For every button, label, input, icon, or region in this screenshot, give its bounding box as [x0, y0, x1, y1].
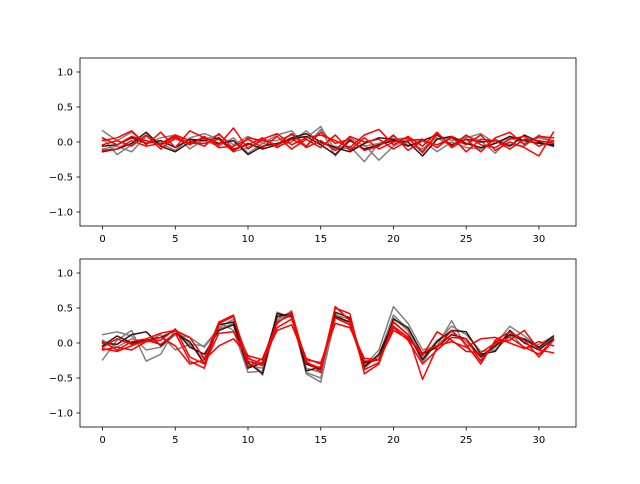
y-tick-label: 0.5 [57, 103, 73, 114]
x-tick-label: 5 [172, 234, 178, 245]
x-tick-label: 0 [99, 234, 105, 245]
x-tick-label: 20 [387, 435, 400, 446]
bottom-subplot: 0 5 10 15 20 25 30 −1.0 −0.5 0.0 0.5 1.0 [49, 258, 577, 446]
x-tick-label: 15 [314, 435, 327, 446]
y-tick-label: 1.0 [57, 68, 73, 79]
x-tick-label: 20 [387, 234, 400, 245]
y-tick-label: −1.0 [49, 409, 73, 420]
x-tick-label: 10 [242, 234, 255, 245]
y-tick-label: −1.0 [49, 208, 73, 219]
x-tick-label: 30 [533, 435, 546, 446]
series-line-3 [101, 131, 555, 157]
series-group [101, 125, 555, 163]
series-line-7 [101, 132, 555, 153]
series-line-8 [101, 132, 555, 153]
x-tick-label: 5 [172, 435, 178, 446]
series-group [101, 305, 555, 383]
x-tick-label: 25 [460, 234, 473, 245]
y-tick-label: −0.5 [49, 374, 73, 385]
x-tick-label: 10 [242, 435, 255, 446]
x-tick-label: 30 [533, 234, 546, 245]
x-tick-label: 25 [460, 435, 473, 446]
x-tick-label: 0 [99, 435, 105, 446]
y-tick-label: 0.5 [57, 304, 73, 315]
x-tick-label: 15 [314, 234, 327, 245]
y-tick-label: −0.5 [49, 173, 73, 184]
series-line-8 [101, 322, 555, 365]
series-line-6 [101, 131, 555, 157]
y-tick-label: 1.0 [57, 269, 73, 280]
y-tick-label: 0.0 [57, 339, 73, 350]
y-tick-label: 0.0 [57, 138, 73, 149]
top-subplot: 0 5 10 15 20 25 30 −1.0 −0.5 0.0 0.5 1.0 [49, 57, 577, 245]
